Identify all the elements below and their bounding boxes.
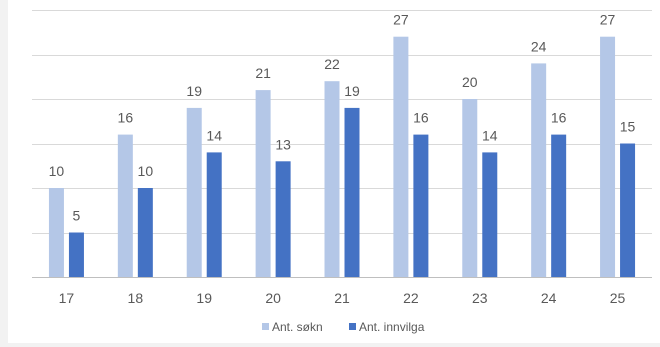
data-label: 16	[118, 110, 134, 126]
legend-swatch	[262, 323, 269, 330]
legend: Ant. søkn Ant. innvilga	[262, 320, 425, 334]
data-label: 14	[482, 127, 498, 143]
data-label: 19	[344, 83, 360, 99]
x-tick-label: 21	[334, 290, 350, 306]
data-label: 16	[551, 110, 567, 126]
bar-ant-innvilga-19	[206, 152, 222, 277]
x-tick-label: 25	[610, 290, 626, 306]
data-label: 27	[600, 12, 616, 28]
bar-ant-innvilga-25	[620, 143, 636, 277]
bar-ant-innvilga-22	[413, 134, 429, 277]
x-tick-label: 23	[472, 290, 488, 306]
data-label: 21	[255, 65, 271, 81]
bar-ant-sokn-25	[600, 36, 616, 278]
legend-swatch	[349, 323, 356, 330]
data-label: 10	[49, 163, 65, 179]
bar-ant-sokn-22	[393, 36, 409, 278]
chart-panel: 10 5 16 10 19 14 21 13 22 19 27 16 20 14 24 16 27 15 17 18…	[8, 0, 660, 343]
bar-ant-innvilga-23	[482, 152, 498, 277]
x-tick-label: 24	[541, 290, 557, 306]
data-label: 20	[462, 74, 478, 90]
bar-ant-innvilga-18	[137, 188, 153, 277]
data-label: 10	[138, 163, 154, 179]
bar-ant-sokn-17	[48, 188, 64, 277]
bar-ant-innvilga-24	[551, 134, 567, 277]
data-label: 19	[186, 83, 202, 99]
bar-ant-sokn-23	[462, 99, 478, 277]
data-label: 16	[413, 110, 429, 126]
gridlines	[32, 10, 652, 234]
bar-ant-sokn-19	[186, 107, 202, 278]
data-label: 13	[275, 136, 291, 152]
x-axis: 17 18 19 20 21 22 23 24 25	[32, 277, 652, 306]
bar-ant-innvilga-17	[68, 232, 84, 277]
x-tick-label: 17	[59, 290, 75, 306]
legend-label: Ant. innvilga	[359, 320, 425, 334]
x-tick-label: 22	[403, 290, 419, 306]
bar-ant-sokn-21	[324, 81, 340, 277]
bar-ant-sokn-24	[531, 63, 547, 278]
data-label: 5	[73, 208, 81, 224]
data-label: 24	[531, 38, 547, 54]
x-tick-label: 19	[196, 290, 212, 306]
bars	[48, 36, 636, 278]
bar-ant-sokn-20	[255, 90, 271, 277]
bar-ant-innvilga-21	[344, 107, 360, 278]
data-label: 27	[393, 12, 409, 28]
data-label: 14	[206, 127, 222, 143]
x-tick-label: 18	[128, 290, 144, 306]
legend-label: Ant. søkn	[272, 320, 323, 334]
data-label: 22	[324, 56, 340, 72]
bar-ant-sokn-18	[117, 134, 133, 277]
bar-ant-innvilga-20	[275, 161, 291, 277]
data-label: 15	[620, 119, 636, 135]
x-tick-label: 20	[265, 290, 281, 306]
